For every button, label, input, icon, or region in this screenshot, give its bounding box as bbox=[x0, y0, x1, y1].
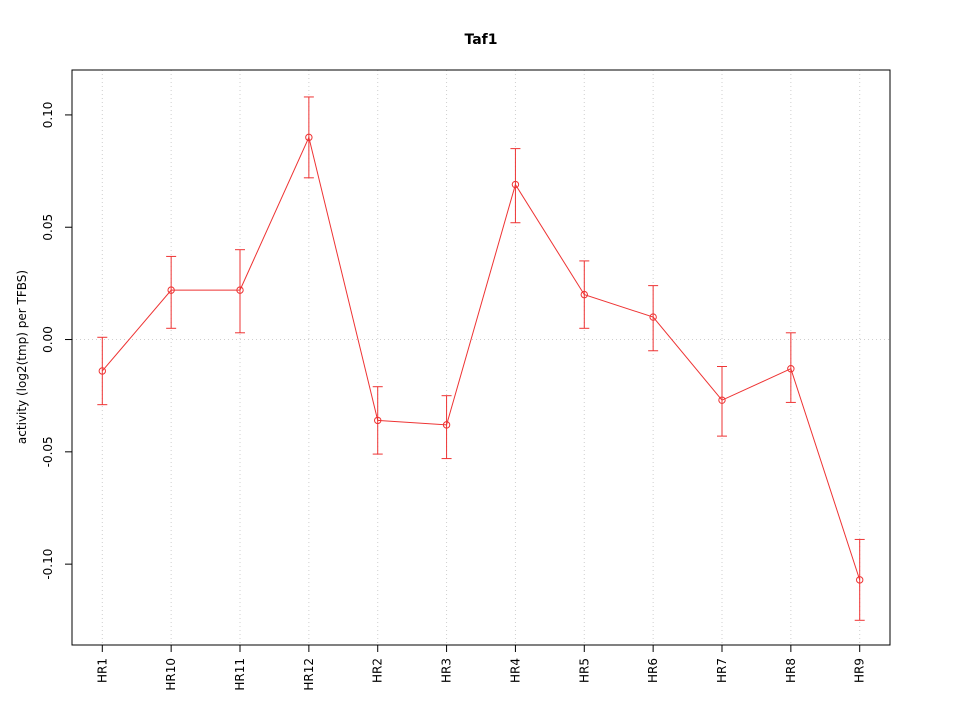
data-point bbox=[98, 367, 106, 375]
x-tick-label: HR11 bbox=[233, 658, 247, 691]
x-tick-label: HR10 bbox=[164, 658, 178, 691]
x-tick-label: HR7 bbox=[715, 658, 729, 683]
data-point bbox=[374, 416, 382, 425]
data-point bbox=[856, 576, 864, 584]
series-line bbox=[101, 135, 861, 581]
y-tick-label: 0.05 bbox=[41, 214, 55, 241]
data-point bbox=[718, 396, 726, 404]
plot-border bbox=[71, 69, 891, 646]
data-point bbox=[649, 313, 657, 321]
x-tick-label: HR2 bbox=[371, 658, 385, 683]
data-point bbox=[511, 180, 520, 189]
x-tick-label: HR8 bbox=[784, 658, 798, 683]
y-tick-label: 0.10 bbox=[41, 102, 55, 129]
x-tick-label: HR1 bbox=[95, 658, 109, 683]
data-point bbox=[442, 421, 451, 429]
x-tick-label: HR12 bbox=[302, 658, 316, 691]
data-point bbox=[787, 365, 795, 373]
x-tick-label: HR4 bbox=[508, 658, 522, 683]
x-tick-label: HR6 bbox=[646, 658, 660, 683]
y-tick-label: -0.05 bbox=[41, 436, 55, 467]
chart-title: Taf1 bbox=[464, 32, 497, 48]
plot-area: -0.10 -0.05 0.00 0.05 0.10 HR1 HR10 HR11 HR12 HR2… bbox=[41, 69, 891, 691]
x-tick-label: HR9 bbox=[853, 658, 867, 683]
data-point bbox=[167, 286, 175, 294]
y-axis-label: activity (log2(tmp) per TFBS) bbox=[15, 270, 29, 444]
data-point bbox=[236, 286, 244, 294]
y-tick-label: 0.00 bbox=[41, 326, 55, 353]
x-tick-label: HR5 bbox=[577, 658, 591, 683]
data-point bbox=[580, 290, 588, 299]
data-point bbox=[305, 133, 313, 142]
y-tick-label: -0.10 bbox=[41, 549, 55, 580]
x-tick-label: HR3 bbox=[440, 658, 454, 683]
